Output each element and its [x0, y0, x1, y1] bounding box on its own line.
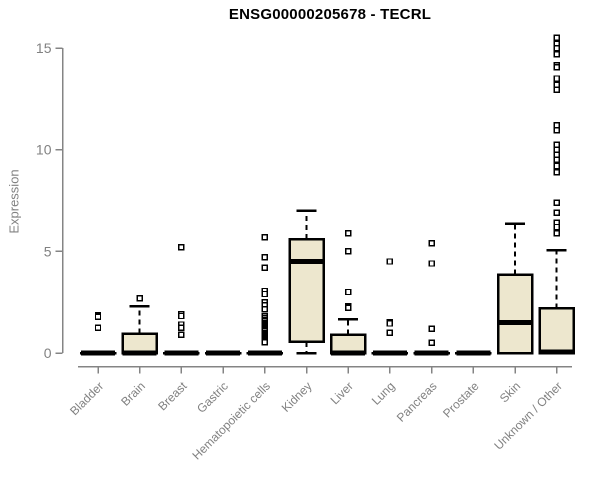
- outlier-point: [261, 306, 268, 313]
- y-tick-label: 10: [36, 142, 52, 158]
- outlier-point: [553, 127, 560, 134]
- outlier-point: [345, 248, 352, 255]
- outlier-point: [386, 320, 394, 327]
- outlier-point: [553, 75, 560, 82]
- outlier-point: [261, 254, 268, 261]
- outlier-point: [386, 329, 394, 336]
- y-tick-label: 15: [36, 40, 52, 56]
- outlier-point: [553, 146, 560, 153]
- y-tick-label: 5: [44, 243, 52, 259]
- outlier-point: [553, 209, 560, 216]
- outlier-point: [136, 294, 143, 302]
- outlier-point: [178, 312, 185, 320]
- outlier-point: [553, 162, 560, 170]
- outlier-point: [428, 260, 435, 267]
- outlier-point: [553, 44, 560, 52]
- outlier-point: [553, 122, 560, 129]
- outlier-point: [553, 86, 560, 93]
- box: [496, 273, 534, 355]
- outlier-point: [553, 199, 560, 206]
- outlier-point: [261, 264, 268, 271]
- outlier-point: [553, 50, 560, 58]
- outlier-point: [428, 240, 435, 247]
- outlier-point: [553, 229, 560, 237]
- box: [288, 237, 325, 344]
- box: [121, 332, 158, 355]
- outlier-point: [428, 325, 435, 332]
- outlier-point: [428, 339, 435, 347]
- outlier-point: [261, 290, 268, 298]
- outlier-point: [553, 34, 560, 42]
- outlier-point: [94, 313, 102, 321]
- outlier-point: [553, 151, 560, 158]
- outlier-point: [553, 141, 560, 148]
- outlier-point: [178, 324, 185, 331]
- outlier-point: [553, 81, 560, 88]
- box: [329, 333, 367, 355]
- outlier-point: [345, 229, 352, 237]
- outlier-point: [386, 258, 394, 265]
- outlier-point: [553, 64, 560, 71]
- outlier-point: [553, 223, 560, 231]
- outlier-point: [261, 339, 268, 346]
- outlier-point: [94, 324, 102, 331]
- outlier-point: [345, 288, 352, 296]
- outlier-point: [345, 304, 352, 312]
- outlier-point: [553, 156, 560, 164]
- outlier-point: [553, 168, 560, 176]
- y-tick-label: 0: [44, 345, 52, 361]
- outlier-point: [178, 244, 185, 251]
- box: [538, 307, 575, 355]
- chart-title: ENSG00000205678 - TECRL: [228, 6, 432, 23]
- outlier-point: [178, 331, 185, 338]
- outlier-point: [261, 233, 268, 241]
